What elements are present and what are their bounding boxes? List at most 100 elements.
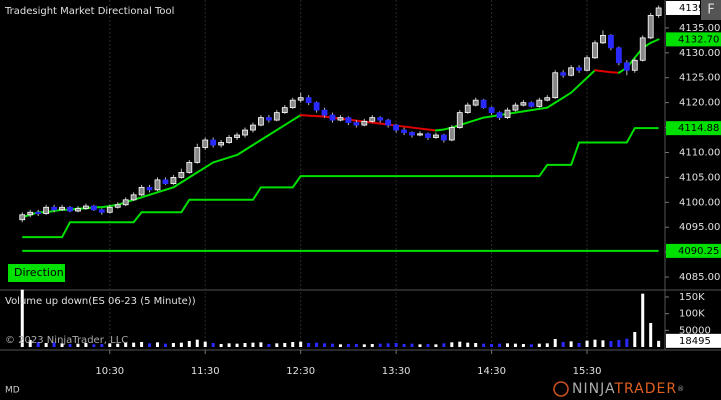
volume-bar [171,343,175,347]
candle-body [504,109,511,118]
trend-line-segment [578,76,589,87]
volume-bar [593,339,597,347]
y-tick-label: 4110.00 [679,147,720,158]
candle-body [186,162,193,173]
volume-title: Volume up down(ES 06-23 (5 Minute)) [5,296,196,307]
candle-body [464,104,471,114]
logo-mark: ® [677,385,685,393]
candle-body [345,117,352,123]
volume-bar [338,344,342,347]
candle-body [592,42,598,59]
trend-line-segment [562,91,573,99]
trend-line-segment [172,181,183,189]
x-tick-label: 12:30 [286,366,315,377]
trend-line-segment [212,158,223,164]
candle-body [313,102,320,111]
volume-bar [76,343,80,347]
trend-line-segment [180,176,191,184]
trend-line-segment [204,161,215,169]
candle-body [608,34,614,49]
volume-bar [577,343,581,347]
candle-body [600,34,606,44]
volume-bar [235,343,239,347]
candle-body [639,37,646,61]
candle-body [385,119,392,126]
y-tick-label: 4120.00 [679,98,720,109]
candle-body [560,72,567,76]
x-tick-label: 14:30 [477,366,506,377]
volume-tick-label: 50000 [679,325,711,336]
last-volume-label: 18495 [679,336,711,347]
volume-bar [649,323,653,347]
volume-bar [52,342,56,347]
volume-bar [601,340,605,347]
volume-bar [195,339,199,347]
trend-line-segment [251,139,262,146]
trend-line-segment [514,110,525,114]
candle-body [51,206,57,211]
candle-body [488,107,495,114]
trend-line-segment [275,124,286,132]
volume-bar [227,343,231,347]
logo-left: NINJA [572,381,615,397]
volume-bar [354,344,358,347]
volume-bar [299,341,303,347]
candle-body [27,211,34,216]
candle-body [480,99,487,109]
trend-line-segment [649,38,660,44]
volume-bar [187,341,191,347]
y-tick-label: 4105.00 [679,172,720,183]
volume-bar [275,343,279,347]
footer-left: MD [5,386,20,396]
volume-bar [132,342,136,347]
trend-line-segment [403,125,414,129]
candle-body [623,62,630,71]
volume-bar [545,343,549,347]
volume-bar [259,342,263,347]
volume-bar [140,342,144,347]
candle-body [67,206,73,212]
candle-body [258,117,264,126]
trend-line-segment [259,134,270,142]
x-tick-label: 13:30 [382,366,411,377]
volume-bar [370,344,374,347]
candle-body [544,97,551,101]
trend-line-segment [220,156,231,161]
volume-bar [124,343,128,347]
value-label-box [666,243,721,258]
candle-body [162,179,169,185]
candle-body [584,57,590,71]
candle-body [440,134,447,141]
trend-line-segment [140,193,151,199]
value-label-box [666,121,721,136]
f-button[interactable] [701,0,721,20]
volume-bar [323,343,327,347]
candle-body [75,208,81,212]
volume-bar [498,343,502,347]
volume-tick-label: 150K [679,292,705,303]
volume-bar [490,344,494,347]
volume-bar [529,344,533,347]
volume-bar [331,343,334,347]
x-tick-label: 11:30 [191,366,220,377]
volume-bar [513,343,517,347]
value-label: 4132.70 [678,34,719,45]
trend-line-segment [530,107,541,112]
candle-body [130,194,137,201]
volume-tick-label: 100K [679,309,705,320]
copyright: © 2023 NinjaTrader, LLC [5,335,128,346]
f-button-label[interactable]: F [707,3,714,18]
candle-body [512,104,519,111]
candle-body [568,67,575,76]
volume-bar [283,343,287,347]
candle-body [265,117,272,121]
volume-bar [203,341,207,347]
candle-body [417,133,423,136]
volume-panel [20,289,661,350]
volume-bar [68,344,72,347]
volume-bar [537,343,541,347]
candle-body [146,186,153,191]
candle-body [234,134,240,138]
